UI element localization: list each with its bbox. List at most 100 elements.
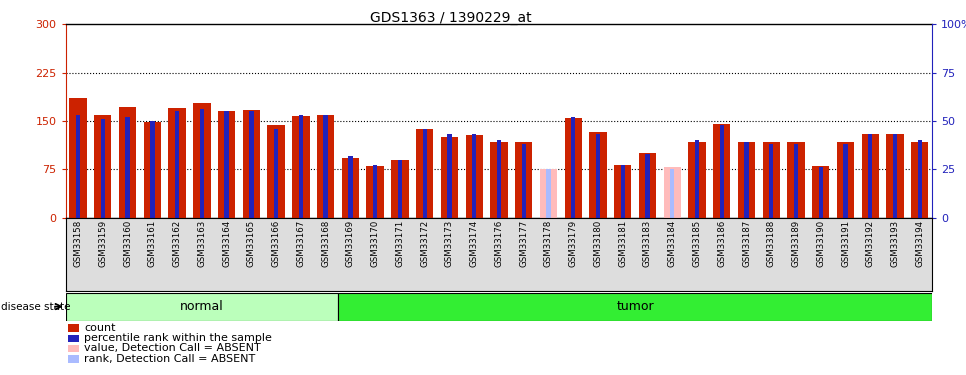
Bar <box>342 158 359 218</box>
Bar <box>720 125 724 217</box>
Text: GDS1363 / 1390229_at: GDS1363 / 1390229_at <box>370 11 531 25</box>
Bar <box>639 153 656 218</box>
Bar <box>366 166 384 218</box>
Bar <box>472 135 476 218</box>
Text: GSM33170: GSM33170 <box>371 220 380 267</box>
Bar <box>670 169 674 217</box>
Bar <box>274 129 278 217</box>
Bar <box>338 292 932 321</box>
Bar <box>317 114 334 218</box>
Text: GSM33176: GSM33176 <box>495 220 503 267</box>
Text: GSM33192: GSM33192 <box>866 220 875 267</box>
Bar <box>68 334 79 342</box>
Text: percentile rank within the sample: percentile rank within the sample <box>84 333 272 343</box>
Bar <box>868 135 872 218</box>
Text: GSM33184: GSM33184 <box>668 220 677 267</box>
Bar <box>589 132 607 218</box>
Text: GSM33181: GSM33181 <box>618 220 627 267</box>
Text: GSM33188: GSM33188 <box>767 220 776 267</box>
Text: normal: normal <box>180 300 224 313</box>
Bar <box>68 345 79 352</box>
Bar <box>440 137 458 218</box>
Bar <box>491 141 507 218</box>
Text: GSM33194: GSM33194 <box>916 220 924 267</box>
Bar <box>522 144 526 218</box>
Bar <box>100 119 105 218</box>
Text: GSM33168: GSM33168 <box>321 220 330 267</box>
Bar <box>769 144 774 218</box>
Bar <box>348 156 353 218</box>
Text: GSM33159: GSM33159 <box>99 220 107 267</box>
Text: GSM33189: GSM33189 <box>791 220 801 267</box>
Bar <box>564 118 582 218</box>
Bar <box>447 135 451 218</box>
Text: GSM33178: GSM33178 <box>544 220 553 267</box>
Bar <box>68 324 79 332</box>
Bar <box>818 167 823 217</box>
Text: GSM33187: GSM33187 <box>742 220 751 267</box>
Text: rank, Detection Call = ABSENT: rank, Detection Call = ABSENT <box>84 354 256 364</box>
Bar <box>762 141 780 218</box>
Text: GSM33174: GSM33174 <box>469 220 479 267</box>
Text: GSM33166: GSM33166 <box>271 220 281 267</box>
Bar <box>843 144 848 218</box>
Text: GSM33179: GSM33179 <box>569 220 578 267</box>
Bar <box>224 111 229 218</box>
Text: GSM33186: GSM33186 <box>717 220 726 267</box>
Bar <box>918 140 922 218</box>
Bar <box>293 116 309 218</box>
Bar <box>68 355 79 363</box>
Text: GSM33185: GSM33185 <box>693 220 701 267</box>
Bar <box>242 110 260 218</box>
Text: GSM33191: GSM33191 <box>841 220 850 267</box>
Bar <box>689 141 705 218</box>
Bar <box>664 167 681 217</box>
Bar <box>787 141 805 218</box>
Bar <box>193 103 211 218</box>
Bar <box>497 140 501 218</box>
Bar <box>645 154 650 218</box>
Bar <box>422 129 427 217</box>
Text: GSM33165: GSM33165 <box>247 220 256 267</box>
Bar <box>738 141 755 218</box>
Bar <box>614 165 632 218</box>
Bar <box>373 165 378 218</box>
Bar <box>893 135 897 218</box>
Text: count: count <box>84 322 116 333</box>
Bar <box>150 121 155 218</box>
Text: GSM33171: GSM33171 <box>395 220 405 267</box>
Bar <box>398 160 402 218</box>
Bar <box>144 122 161 218</box>
Bar <box>76 115 80 218</box>
Text: GSM33161: GSM33161 <box>148 220 156 267</box>
Bar <box>126 117 129 218</box>
Bar <box>119 107 136 218</box>
Text: GSM33183: GSM33183 <box>643 220 652 267</box>
Bar <box>218 111 236 218</box>
Text: GSM33177: GSM33177 <box>519 220 528 267</box>
Text: value, Detection Call = ABSENT: value, Detection Call = ABSENT <box>84 343 261 353</box>
Text: GSM33164: GSM33164 <box>222 220 231 267</box>
Bar <box>695 140 699 218</box>
Bar <box>70 98 87 218</box>
Bar <box>66 292 338 321</box>
Text: disease state: disease state <box>1 302 71 312</box>
Bar <box>713 124 730 218</box>
Bar <box>324 115 327 218</box>
Text: GSM33167: GSM33167 <box>297 220 305 267</box>
Bar <box>745 142 749 218</box>
Text: GSM33172: GSM33172 <box>420 220 429 267</box>
Text: GSM33193: GSM33193 <box>891 220 899 267</box>
Bar <box>812 166 830 218</box>
Bar <box>540 169 557 217</box>
Bar <box>911 141 928 218</box>
Text: GSM33180: GSM33180 <box>593 220 603 267</box>
Bar <box>268 126 285 218</box>
Bar <box>249 111 253 218</box>
Bar <box>887 134 904 218</box>
Bar <box>794 144 798 218</box>
Bar <box>837 141 854 218</box>
Bar <box>862 134 879 218</box>
Text: GSM33163: GSM33163 <box>197 220 207 267</box>
Bar <box>298 115 303 218</box>
